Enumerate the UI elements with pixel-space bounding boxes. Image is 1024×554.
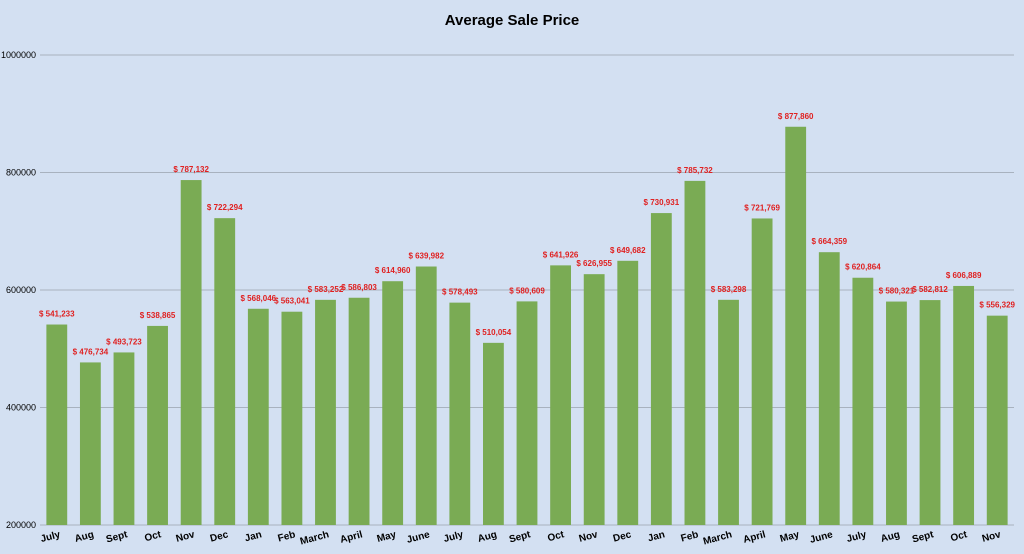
data-label: $ 730,931	[644, 198, 680, 207]
x-tick-label: July	[845, 529, 868, 545]
x-tick-label: Nov	[981, 529, 1003, 545]
data-label: $ 641,926	[543, 250, 579, 259]
data-label: $ 877,860	[778, 112, 814, 121]
bar	[818, 252, 840, 525]
data-label: $ 583,252	[308, 285, 344, 294]
y-tick-label: 400000	[6, 403, 36, 413]
x-tick-label: March	[702, 529, 733, 547]
x-tick-label: Sept	[105, 529, 129, 545]
bar	[46, 324, 68, 525]
x-axis: July Aug Sept Oct Nov Dec Jan Feb March April May J…	[39, 529, 1002, 547]
data-label: $ 586,803	[341, 283, 377, 292]
bar	[113, 352, 135, 525]
x-tick-label: May	[376, 529, 398, 545]
data-label: $ 620,864	[845, 263, 881, 272]
x-tick-label: Aug	[880, 529, 902, 545]
data-label: $ 722,294	[207, 203, 243, 212]
data-label: $ 649,682	[610, 246, 646, 255]
data-label: $ 541,233	[39, 310, 75, 319]
x-tick-label: June	[809, 529, 835, 546]
x-tick-label: June	[406, 529, 432, 546]
bar	[718, 299, 739, 525]
bars	[46, 126, 1008, 526]
y-tick-label: 800000	[6, 168, 36, 178]
y-tick-label: 200000	[6, 520, 36, 530]
bar	[617, 260, 639, 525]
data-label: $ 606,889	[946, 271, 982, 280]
data-label: $ 580,609	[509, 286, 545, 295]
x-tick-label: Dec	[209, 529, 230, 544]
bar	[852, 277, 874, 525]
data-label: $ 614,960	[375, 266, 411, 275]
x-tick-label: April	[742, 529, 767, 546]
data-label: $ 510,054	[476, 328, 512, 337]
data-label: $ 476,734	[73, 347, 109, 356]
x-tick-label: Jan	[647, 529, 666, 544]
x-tick-label: Aug	[74, 529, 96, 545]
data-label: $ 639,982	[408, 252, 444, 261]
data-label: $ 582,812	[912, 285, 948, 294]
data-label: $ 785,732	[677, 166, 713, 175]
bar	[147, 325, 168, 525]
data-labels: $ 541,233 $ 476,734$ 493,723 $ 538,865 $ 78…	[39, 112, 1016, 357]
bar	[516, 301, 538, 525]
x-tick-label: Nov	[578, 529, 600, 545]
data-label: $ 580,321	[879, 287, 915, 296]
data-label: $ 664,359	[811, 237, 847, 246]
x-tick-label: Oct	[546, 529, 566, 544]
x-tick-label: Feb	[680, 529, 700, 544]
x-tick-label: July	[442, 529, 465, 545]
bar	[180, 180, 202, 526]
data-label: $ 787,132	[173, 165, 209, 174]
bar	[919, 300, 941, 525]
y-axis: 200000 400000 600000 800000 1000000	[1, 50, 36, 530]
x-tick-label: Sept	[508, 529, 532, 545]
x-tick-label: Oct	[949, 529, 969, 544]
data-label: $ 578,493	[442, 288, 478, 297]
x-tick-label: May	[779, 529, 801, 545]
x-tick-label: April	[339, 529, 364, 546]
bar	[583, 274, 605, 525]
data-label: $ 538,865	[140, 311, 176, 320]
bar	[415, 266, 437, 525]
data-label: $ 563,041	[274, 297, 310, 306]
bar	[751, 218, 773, 526]
x-tick-label: Dec	[612, 529, 633, 544]
data-label: $ 556,329	[979, 301, 1015, 310]
bar	[684, 180, 706, 525]
bar	[348, 297, 370, 525]
x-tick-label: July	[39, 529, 62, 545]
chart-title: Average Sale Price	[444, 12, 580, 29]
bar	[953, 285, 975, 525]
bar	[785, 126, 807, 525]
x-tick-label: Feb	[277, 529, 297, 544]
x-tick-label: Oct	[143, 529, 163, 544]
bar	[214, 218, 236, 525]
bar	[483, 342, 504, 525]
x-tick-label: March	[299, 529, 330, 547]
bar	[281, 311, 303, 525]
data-label: $ 626,955	[576, 259, 612, 268]
x-tick-label: Nov	[175, 529, 197, 545]
bar	[449, 302, 471, 525]
y-tick-label: 1000000	[1, 50, 36, 60]
bar	[986, 315, 1008, 525]
bar	[886, 301, 907, 525]
bar	[650, 213, 672, 525]
data-label: $ 583,298	[711, 285, 747, 294]
y-tick-label: 600000	[6, 285, 36, 295]
bar	[382, 281, 404, 525]
x-tick-label: Sept	[911, 529, 935, 545]
data-label: $ 721,769	[744, 203, 780, 212]
bar	[315, 299, 336, 525]
x-tick-label: Aug	[477, 529, 499, 545]
bar	[79, 362, 101, 525]
bar	[550, 265, 571, 525]
data-label: $ 568,046	[241, 294, 277, 303]
bar	[247, 308, 269, 525]
x-tick-label: Jan	[244, 529, 263, 544]
data-label: $ 493,723	[106, 337, 142, 346]
